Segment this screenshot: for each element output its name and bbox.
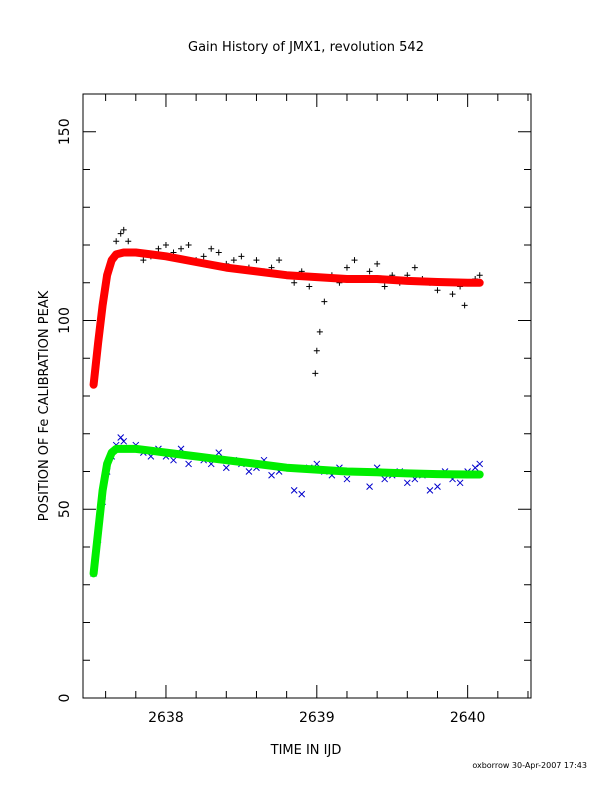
data-point: [351, 257, 358, 264]
y-tick-label: 150: [57, 118, 73, 145]
axis-ticks: [83, 93, 531, 699]
data-point: [162, 242, 169, 248]
data-point: [276, 257, 283, 264]
data-point: [313, 347, 320, 354]
data-point: [185, 242, 192, 248]
x-tick-label: 2640: [450, 710, 486, 726]
y-tick-label: 100: [57, 307, 73, 334]
data-point: [476, 272, 483, 279]
data-point: [298, 490, 306, 498]
x-axis-label: TIME IN IJD: [270, 743, 342, 758]
x-tick-label: 2639: [299, 710, 335, 726]
data-point: [268, 471, 275, 479]
data-point: [200, 253, 207, 260]
data-point: [434, 483, 441, 490]
data-point: [230, 257, 237, 264]
data-point: [461, 302, 468, 309]
data-point: [471, 464, 479, 472]
data-point: [185, 460, 192, 468]
data-point: [215, 449, 223, 456]
data-point: [120, 226, 127, 233]
y-tick-label: 50: [57, 500, 73, 518]
data-point: [456, 479, 464, 487]
y-axis-label: POSITION OF Fe CALIBRATION PEAK: [37, 290, 52, 521]
data-point: [117, 434, 125, 441]
axis-tick-labels: 0 50 100 150 2638 2639 2640: [57, 118, 485, 726]
data-point: [343, 475, 351, 483]
data-point: [306, 283, 313, 290]
data-point: [117, 230, 124, 237]
data-point: [434, 287, 441, 294]
x-tick-label: 2638: [148, 710, 184, 726]
data-point: [140, 257, 147, 264]
data-point: [178, 245, 185, 252]
data-point: [476, 460, 484, 468]
data-point: [381, 475, 389, 483]
footer-credit: oxborrow 30-Apr-2007 17:43: [472, 761, 587, 770]
data-point: [215, 249, 222, 256]
y-tick-label: 0: [57, 694, 73, 703]
data-point: [222, 464, 230, 472]
data-point: [120, 437, 128, 445]
data-point: [374, 260, 381, 267]
data-point: [238, 253, 245, 260]
data-point: [312, 370, 319, 377]
data-point: [113, 238, 120, 245]
data-point: [366, 483, 373, 490]
data-point: [291, 279, 298, 286]
data-point: [290, 487, 298, 494]
data-point: [411, 264, 418, 271]
data-point: [245, 468, 253, 475]
plot-frame: [82, 93, 532, 699]
series-1-line: [89, 248, 484, 389]
data-point: [449, 291, 456, 298]
series-layer: [89, 226, 484, 578]
data-point: [321, 298, 328, 305]
data-point: [170, 456, 177, 464]
chart-title: Gain History of JMX1, revolution 542: [188, 40, 424, 55]
data-point: [403, 479, 411, 487]
data-point: [125, 238, 132, 245]
series-3-line: [89, 444, 484, 578]
data-point: [155, 245, 162, 252]
data-point: [366, 268, 373, 275]
series-2-cross: [90, 434, 484, 577]
data-point: [381, 283, 388, 290]
data-point: [208, 245, 215, 252]
data-point: [343, 264, 350, 271]
data-point: [253, 257, 260, 264]
data-point: [426, 487, 434, 494]
data-point: [316, 328, 323, 335]
fit-line: [89, 248, 484, 389]
fit-line: [89, 444, 484, 578]
